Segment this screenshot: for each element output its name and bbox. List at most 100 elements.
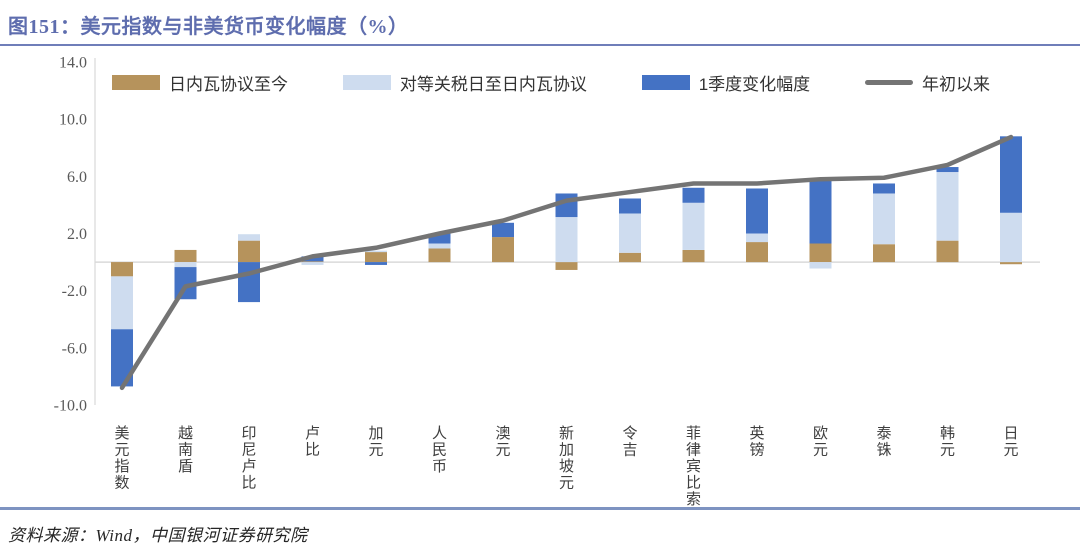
bar-segment-1-cat-2 — [238, 234, 260, 241]
x-axis-label-cat-9: 比 — [686, 475, 701, 492]
bar-segment-2-cat-0 — [111, 329, 133, 387]
bar-segment-0-cat-6 — [492, 237, 514, 263]
bar-segment-1-cat-7 — [555, 217, 578, 263]
bar-segment-1-cat-9 — [682, 202, 705, 250]
y-tick-label: 10.0 — [59, 112, 87, 129]
x-axis-label-cat-13: 元 — [940, 443, 955, 459]
x-axis-label-cat-12: 铢 — [876, 442, 891, 459]
bar-segment-1-cat-13 — [936, 172, 959, 241]
bar-segment-2-cat-11 — [809, 179, 832, 244]
bar-segment-2-cat-8 — [619, 198, 641, 214]
y-tick-label: -6.0 — [62, 340, 87, 357]
x-axis-label-cat-7: 元 — [559, 476, 574, 492]
x-axis-label-cat-12: 泰 — [876, 425, 891, 442]
bar-segment-0-cat-7 — [555, 262, 578, 270]
bar-segment-0-cat-12 — [873, 244, 895, 263]
bar-segment-2-cat-10 — [746, 188, 768, 234]
bar-segment-1-cat-11 — [809, 262, 832, 269]
x-axis-label-cat-1: 盾 — [178, 458, 193, 475]
bar-segment-2-cat-2 — [238, 262, 260, 303]
bar-segment-0-cat-9 — [682, 249, 705, 263]
x-axis-label-cat-0: 数 — [114, 475, 129, 492]
x-axis-label-cat-9: 菲 — [686, 425, 701, 442]
bar-segment-2-cat-12 — [873, 183, 895, 194]
legend-item-tariff-to-geneva: 对等关税日至日内瓦协议 — [342, 70, 587, 95]
bar-segment-0-cat-11 — [809, 243, 832, 263]
legend-label: 对等关税日至日内瓦协议 — [399, 75, 587, 94]
source-note: 资料来源：Wind，中国银河证券研究院 — [8, 526, 308, 545]
bar-segment-2-cat-14 — [1000, 136, 1022, 213]
bar-segment-0-cat-10 — [746, 242, 768, 263]
bar-segment-0-cat-0 — [111, 262, 133, 277]
x-axis-label-cat-0: 指 — [114, 458, 129, 475]
bar-segment-0-cat-13 — [936, 240, 959, 263]
bar-segment-0-cat-2 — [238, 240, 260, 263]
ytd-line-swatch-icon — [865, 80, 913, 85]
bar-segment-0-cat-5 — [428, 248, 451, 263]
x-axis-label-cat-10: 镑 — [749, 442, 764, 459]
x-axis-label-cat-14: 日 — [1003, 426, 1018, 442]
legend-label: 1季度变化幅度 — [698, 75, 811, 94]
bar-segment-2-cat-4 — [365, 262, 387, 265]
chart-legend: 日内瓦协议至今 对等关税日至日内瓦协议 1季度变化幅度 年初以来 — [112, 70, 990, 95]
x-axis-label-cat-7: 加 — [559, 442, 574, 459]
bar-segment-1-cat-14 — [1000, 212, 1022, 263]
bar-segment-0-cat-14 — [1000, 262, 1022, 265]
x-axis-label-cat-4: 加 — [368, 425, 383, 442]
bar-segment-1-cat-8 — [619, 213, 641, 253]
x-axis-label-cat-2: 卢 — [241, 458, 256, 475]
x-axis-label-cat-6: 元 — [495, 443, 510, 459]
bar-segment-0-cat-4 — [365, 252, 387, 263]
x-axis-label-cat-1: 南 — [178, 442, 193, 459]
x-axis-label-cat-5: 人 — [432, 425, 447, 442]
bar-segment-1-cat-5 — [428, 243, 451, 249]
bar-segment-2-cat-5 — [428, 233, 451, 244]
x-axis-label-cat-2: 尼 — [241, 442, 256, 459]
bar-segment-0-cat-3 — [301, 261, 324, 263]
legend-label: 日内瓦协议至今 — [169, 75, 288, 94]
x-axis-label-cat-2: 印 — [241, 425, 256, 442]
bar-segment-1-cat-12 — [873, 193, 895, 245]
bar-segment-2-cat-13 — [936, 167, 959, 173]
y-tick-label: -2.0 — [62, 283, 87, 300]
y-tick-label: 2.0 — [67, 226, 87, 243]
x-axis-label-cat-1: 越 — [178, 425, 193, 442]
bar-segment-1-cat-1 — [174, 262, 197, 268]
bar-segment-2-cat-3 — [301, 256, 324, 262]
x-axis-label-cat-10: 英 — [749, 424, 764, 442]
x-axis-label-cat-9: 律 — [686, 442, 701, 459]
bar-segment-2-cat-6 — [492, 222, 514, 238]
legend-item-q1: 1季度变化幅度 — [641, 70, 811, 95]
x-axis-label-cat-11: 元 — [813, 443, 828, 459]
bar-segment-1-cat-3 — [301, 262, 324, 265]
tariff-swatch-icon — [342, 75, 391, 90]
bar-segment-0-cat-1 — [174, 249, 197, 263]
y-tick-label: 14.0 — [59, 55, 87, 72]
y-tick-label: 6.0 — [67, 169, 87, 186]
x-axis-label-cat-7: 坡 — [559, 458, 574, 475]
bar-segment-1-cat-10 — [746, 233, 768, 243]
legend-label: 年初以来 — [922, 75, 990, 94]
x-axis-label-cat-8: 吉 — [622, 442, 637, 459]
bar-segment-1-cat-4 — [365, 250, 387, 253]
x-axis-label-cat-0: 元 — [114, 443, 129, 459]
figure-title: 图151：美元指数与非美货币变化幅度（%） — [8, 16, 409, 38]
x-axis-label-cat-8: 令 — [622, 425, 637, 442]
x-axis-label-cat-14: 元 — [1003, 443, 1018, 459]
legend-item-geneva: 日内瓦协议至今 — [112, 70, 288, 95]
x-axis-label-cat-11: 欧 — [813, 425, 828, 442]
x-axis-label-cat-0: 美 — [114, 425, 129, 442]
geneva-swatch-icon — [112, 75, 160, 90]
x-axis-label-cat-5: 币 — [432, 458, 447, 475]
x-axis-label-cat-3: 卢 — [305, 425, 320, 442]
ytd-line — [119, 134, 1014, 391]
bar-segment-0-cat-8 — [619, 252, 641, 263]
x-axis-label-cat-4: 元 — [368, 443, 383, 459]
x-axis-label-cat-7: 新 — [559, 425, 574, 442]
x-axis-label-cat-9: 宾 — [686, 458, 701, 475]
bar-segment-1-cat-0 — [111, 276, 133, 330]
bar-segment-2-cat-9 — [682, 187, 705, 203]
x-axis-label-cat-5: 民 — [432, 443, 447, 459]
